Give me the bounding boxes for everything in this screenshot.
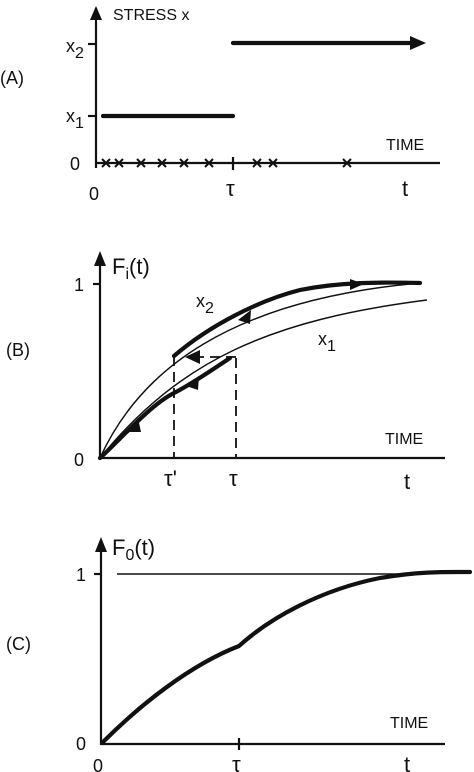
panel-c-output-curve (100, 569, 473, 745)
panel-b-tau-label: τ (229, 466, 238, 491)
panel-b-tau-prime-label: τ' (164, 466, 177, 491)
event-marker (252, 158, 262, 168)
event-marker (101, 158, 111, 168)
panel-c-zero: 0 (76, 734, 86, 754)
panel-b: (B) Fi(t) 1 0 TIME x2 x1 τ' τ (6, 251, 445, 494)
panel-c-t-label: t (404, 752, 410, 772)
panel-b-path-upper-segment (171, 280, 423, 359)
panel-b-t-label: t (404, 469, 410, 494)
panel-a-t-label: t (402, 176, 408, 201)
panel-b-direction-arrowhead (350, 279, 364, 290)
event-marker (268, 158, 278, 168)
panel-a-x-axis-title: TIME (386, 137, 424, 154)
panel-c-origin: 0 (93, 756, 103, 772)
panel-b-label: (B) (6, 340, 30, 360)
panel-a-tau-label: τ (226, 176, 235, 201)
panel-a-label-x2: x2 (66, 36, 84, 62)
event-marker (157, 158, 167, 168)
panel-c: (C) F0(t) 1 0 TIME 0 τ t (6, 535, 473, 772)
panel-c-y-axis-arrowhead (95, 537, 107, 552)
panel-b-curve-x1-thin (99, 299, 428, 459)
panel-a-stress-x2-arrowhead (410, 36, 426, 50)
panel-c-tau-label: τ (232, 752, 241, 772)
panel-c-label: (C) (6, 634, 31, 654)
panel-b-path-lower-segment (97, 355, 233, 461)
panel-a-origin: 0 (89, 184, 99, 204)
panel-b-direction-arrowhead (238, 310, 251, 324)
event-marker (204, 158, 214, 168)
panel-b-curve-x2-thin (99, 282, 421, 459)
panel-b-label-x1: x1 (318, 329, 336, 355)
event-marker (136, 158, 146, 168)
panel-b-direction-arrowhead (186, 376, 199, 390)
panel-a-label: (A) (0, 68, 24, 88)
panel-c-y-axis-title: F0(t) (112, 535, 155, 564)
event-marker (179, 158, 189, 168)
panel-b-x-axis-title: TIME (385, 431, 423, 448)
panel-a-y-axis-title: STRESS x (113, 7, 189, 24)
panel-b-y-axis-title: Fi(t) (112, 254, 150, 283)
panel-a-zero: 0 (70, 154, 80, 174)
panel-b-y-axis-arrowhead (94, 251, 106, 266)
panel-b-label-x2: x2 (196, 291, 214, 317)
panel-b-zero: 0 (74, 450, 84, 470)
panel-a-label-x1: x1 (66, 106, 84, 132)
panel-a-event-markers (101, 158, 352, 168)
event-marker (342, 158, 352, 168)
panel-b-shift-arrowhead (185, 350, 200, 364)
panel-b-direction-arrowhead (127, 418, 141, 432)
panel-c-x-axis-title: TIME (390, 715, 428, 732)
panel-c-one: 1 (76, 565, 86, 585)
panel-a: (A) STRESS x x2 x1 0 TIME (0, 6, 440, 204)
panel-b-one: 1 (74, 275, 84, 295)
panel-a-y-axis-arrowhead (90, 6, 102, 20)
event-marker (114, 158, 124, 168)
